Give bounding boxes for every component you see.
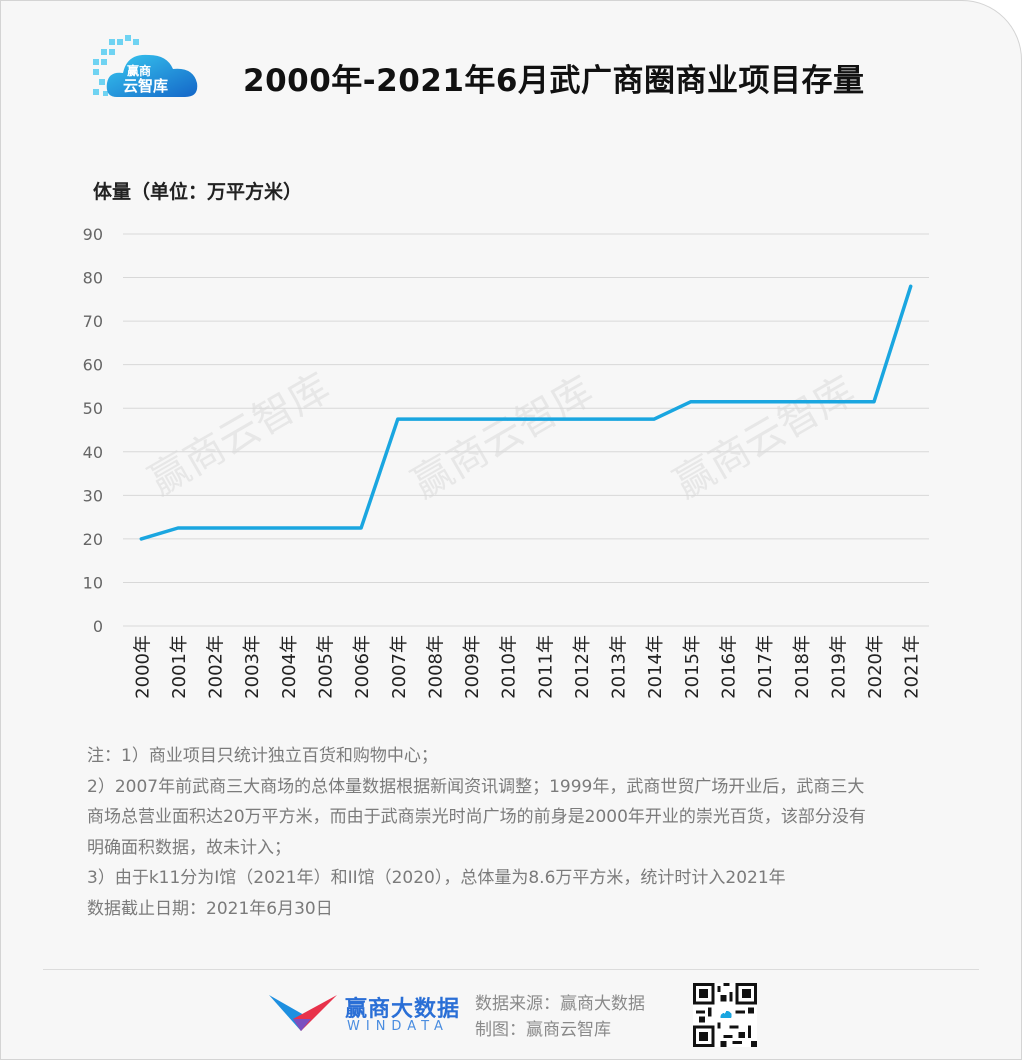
x-tick-label: 2017年 [755,635,776,699]
footnote-line: 2）2007年前武商三大商场的总体量数据根据新闻资讯调整；1999年，武商世贸广… [87,776,865,797]
x-tick-label: 2010年 [499,635,520,699]
x-tick-label: 2002年 [206,635,227,699]
x-tick-label: 2016年 [719,635,740,699]
cloud-logo-icon: 赢商 云智库 [93,35,198,97]
source-block: 数据来源：赢商大数据 制图：赢商云智库 [475,991,645,1043]
qr-code-icon[interactable] [693,983,757,1047]
logo-text-top: 赢商 [127,63,151,78]
data-point [506,417,510,421]
brand-name: 赢商大数据 [345,997,461,1022]
data-point [762,400,766,404]
brand-name-en: WINDATA [347,1019,449,1034]
footnote-line: 商场总营业面积达20万平方米，而由于武商崇光时尚广场的前身是2000年开业的崇光… [87,807,866,827]
y-tick-label: 20 [83,530,103,549]
windata-logo-icon [269,995,337,1031]
y-tick-label: 60 [83,356,103,375]
footnote-line: 3）由于k11分为I馆（2021年）和II馆（2020），总体量为8.6万平方米… [87,868,786,888]
footnotes: 注：1）商业项目只统计独立百货和购物中心； 2）2007年前武商三大商场的总体量… [87,741,967,924]
data-point [872,400,876,404]
x-tick-label: 2013年 [609,635,630,699]
data-source: 数据来源：赢商大数据 [475,994,645,1014]
x-tick-label: 2000年 [132,635,153,699]
y-tick-label: 70 [83,312,103,331]
data-point [689,400,693,404]
x-tick-label: 2001年 [169,635,190,699]
y-tick-label: 30 [83,486,103,505]
data-point [432,417,436,421]
chart-maker: 制图：赢商云智库 [475,1020,611,1040]
watermark: 赢商云智库 [141,365,337,505]
x-tick-label: 2011年 [535,635,556,699]
data-point [176,526,180,530]
y-axis-label: 体量（单位：万平方米） [93,181,303,203]
footnote-line: 明确面积数据，故未计入； [87,837,291,858]
x-tick-label: 2006年 [352,635,373,699]
data-point [249,526,253,530]
x-tick-label: 2009年 [462,635,483,699]
data-point [139,537,143,541]
watermark: 赢商云智库 [666,368,862,508]
y-tick-label: 40 [83,443,103,462]
y-tick-label: 0 [93,617,103,636]
data-point [542,417,546,421]
x-tick-label: 2019年 [828,635,849,699]
data-point [396,417,400,421]
y-tick-label: 90 [83,225,103,244]
data-point [835,400,839,404]
x-tick-label: 2020年 [865,635,886,699]
x-tick-label: 2021年 [902,635,923,699]
data-point [909,284,913,288]
data-point [286,526,290,530]
x-tick-label: 2005年 [316,635,337,699]
data-point [469,417,473,421]
x-tick-label: 2003年 [242,635,263,699]
data-point [799,400,803,404]
x-tick-label: 2014年 [645,635,666,699]
data-point [359,526,363,530]
data-point [579,417,583,421]
logo-text-bottom: 云智库 [123,77,168,95]
data-point [726,400,729,404]
y-tick-label: 80 [83,269,103,288]
y-tick-label: 10 [83,573,103,592]
footnote-line: 数据截止日期：2021年6月30日 [87,898,333,919]
x-tick-label: 2007年 [389,635,410,699]
y-tick-label: 50 [83,399,103,418]
chart-title: 2000年-2021年6月武广商圈商业项目存量 [243,63,865,99]
data-point [213,526,217,530]
footnote-line: 注：1）商业项目只统计独立百货和购物中心； [87,746,438,766]
data-point [652,417,656,421]
data-point [616,417,620,421]
x-tick-label: 2012年 [572,635,593,699]
x-tick-label: 2004年 [279,635,300,699]
x-tick-label: 2015年 [682,635,703,699]
x-tick-label: 2008年 [425,635,446,699]
footer-divider [43,969,979,970]
x-tick-label: 2018年 [792,635,813,699]
watermark: 赢商云智库 [404,368,600,508]
series-line [139,284,913,541]
data-point [323,526,326,530]
